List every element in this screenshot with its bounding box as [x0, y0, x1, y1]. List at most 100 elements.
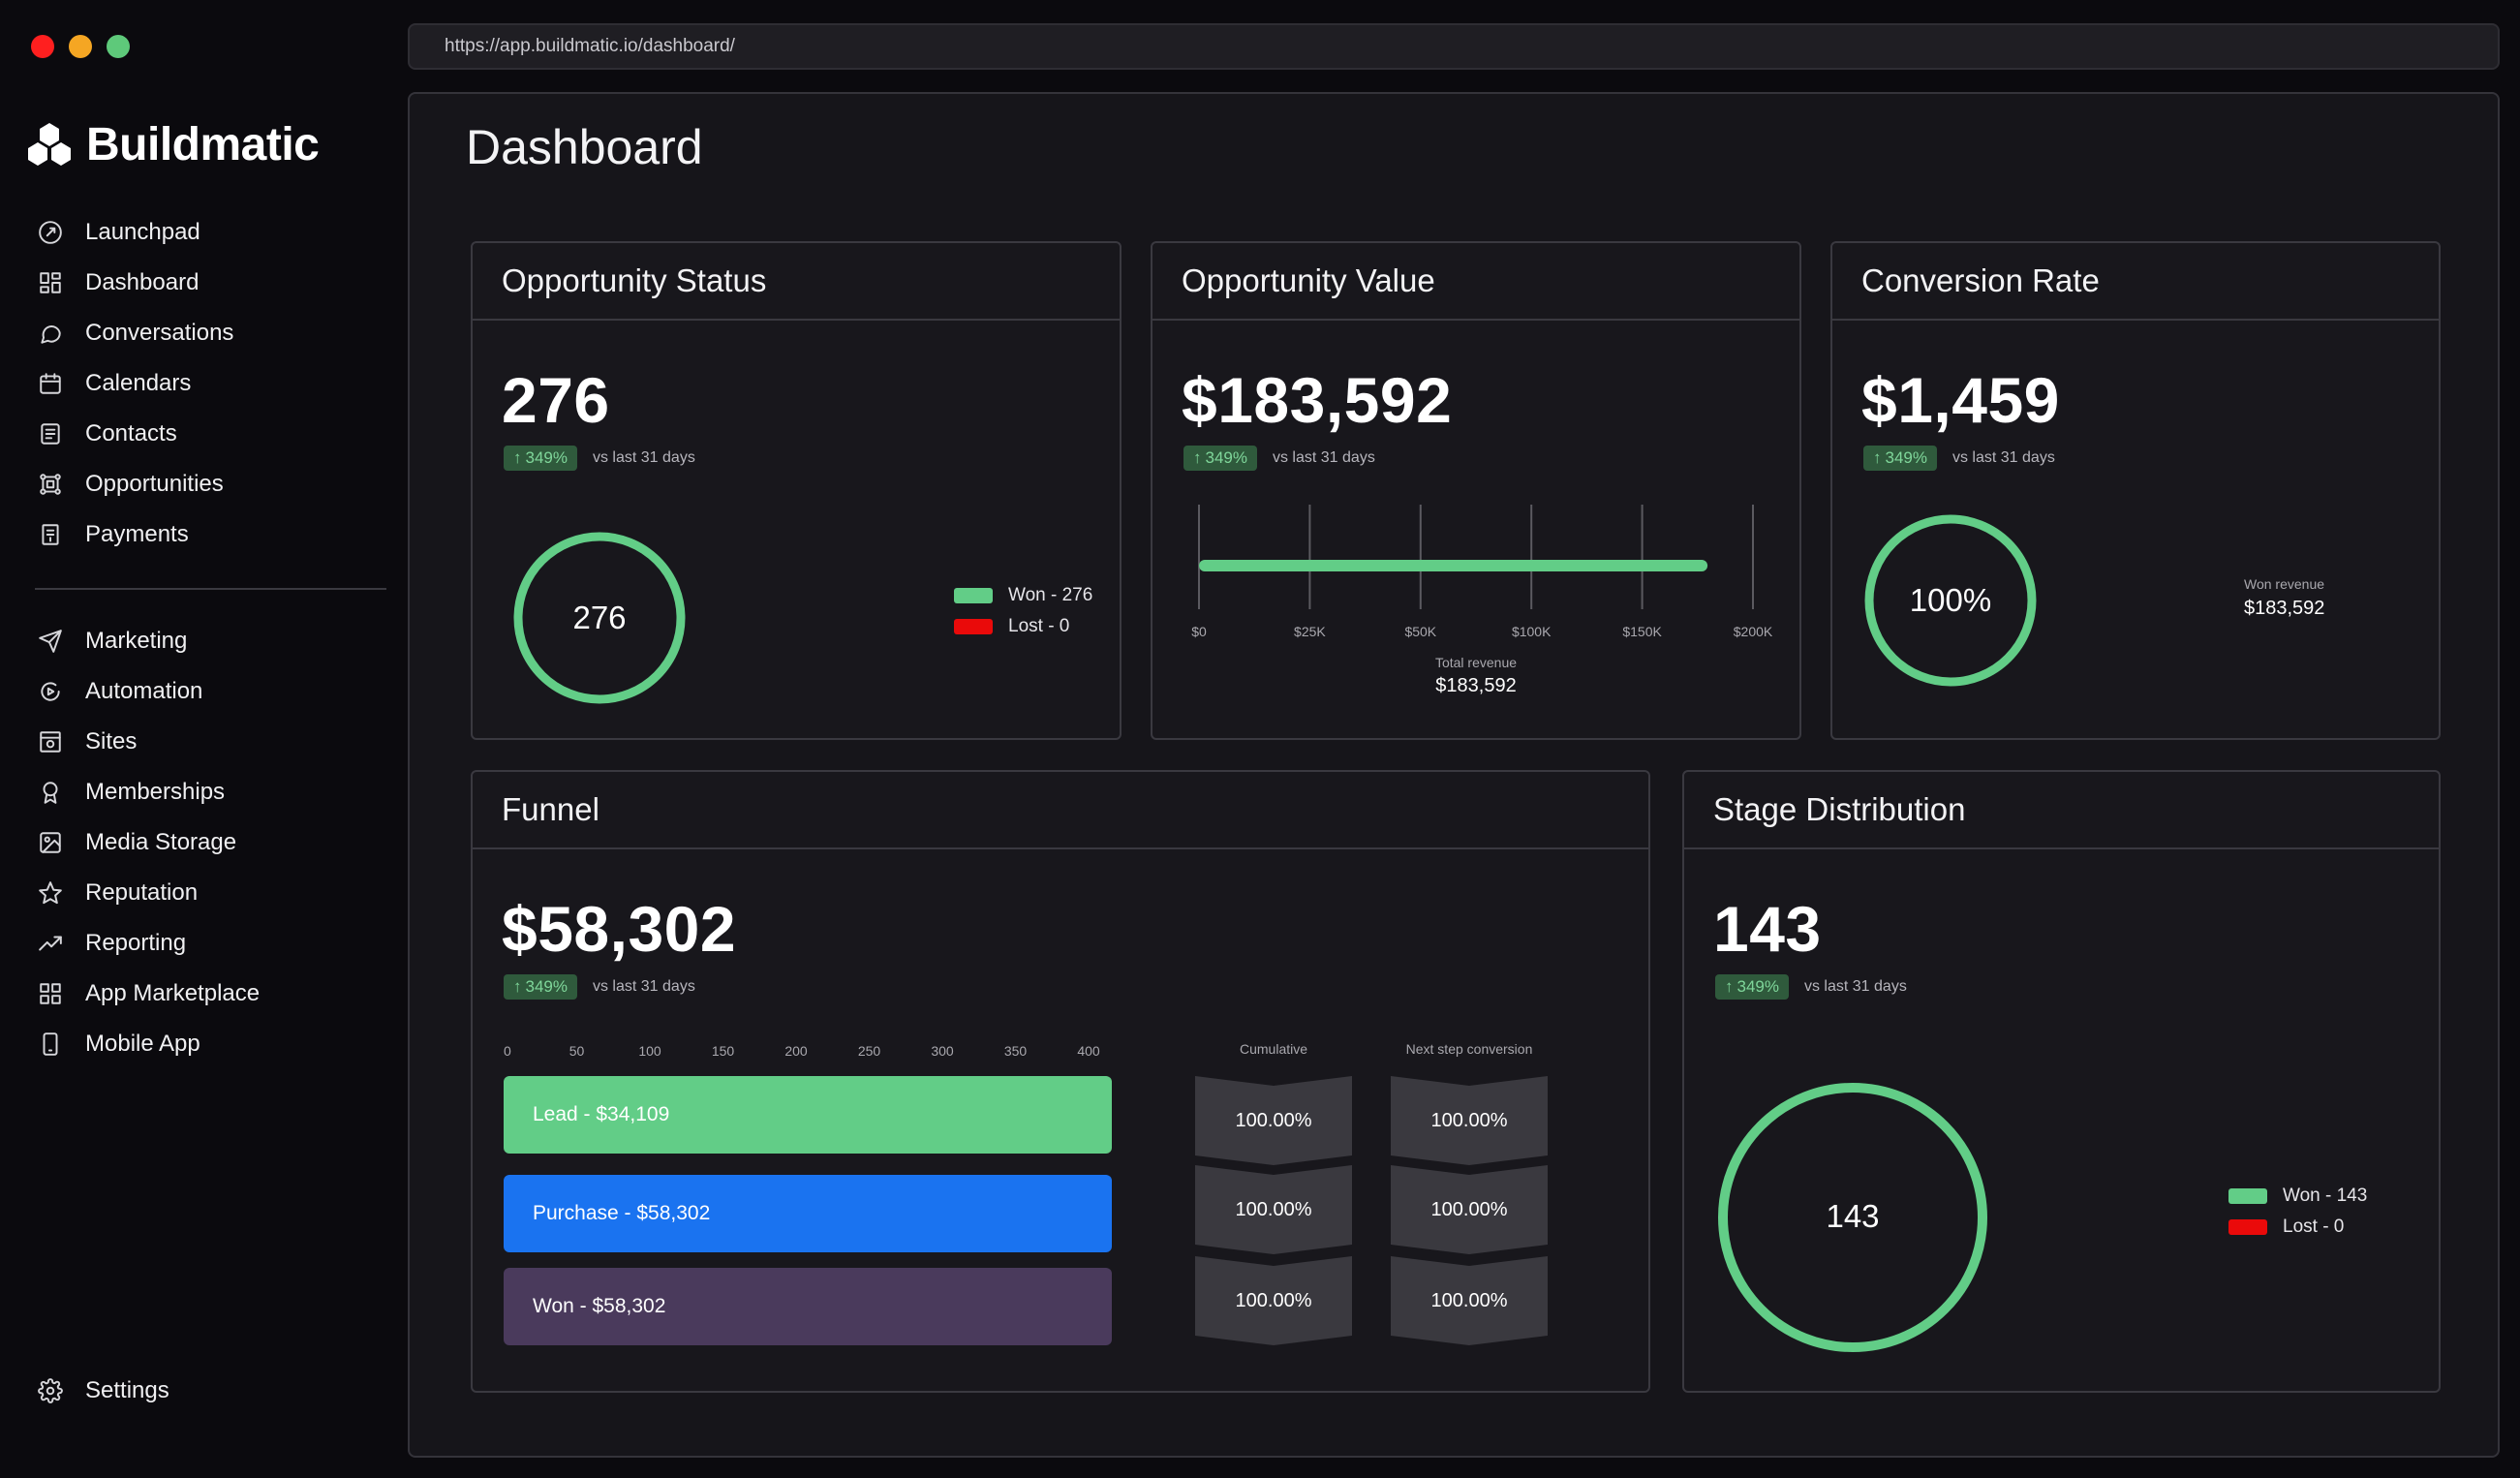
- sidebar-item-media-storage[interactable]: Media Storage: [35, 817, 393, 868]
- sidebar-item-label: Reputation: [85, 879, 199, 906]
- sidebar-item-automation[interactable]: Automation: [35, 666, 393, 717]
- sidebar-item-label: Opportunities: [85, 471, 224, 497]
- window-controls: [31, 35, 130, 58]
- delta-badge: ↑ 349%: [1715, 974, 1789, 1000]
- funnel-value: $58,302: [502, 893, 737, 965]
- sidebar-item-sites[interactable]: Sites: [35, 717, 393, 767]
- sidebar-divider: [35, 588, 386, 590]
- funnel-axis-tick: 50: [569, 1043, 585, 1059]
- funnel-axis-tick: 200: [784, 1043, 808, 1059]
- funnel-axis-tick: 300: [931, 1043, 954, 1059]
- funnel-card: Funnel $58,302 ↑ 349% vs last 31 days 0 50…: [471, 770, 1650, 1393]
- won-revenue-label: Won revenue: [2244, 576, 2325, 592]
- arrow-up-icon: ↑: [513, 448, 522, 467]
- sidebar-item-label: Mobile App: [85, 1031, 200, 1057]
- ring-won-arc: [513, 532, 686, 704]
- ring-center-value: 100%: [1909, 582, 1992, 618]
- legend-item-won: Won - 143: [2228, 1181, 2367, 1212]
- card-title: Funnel: [473, 772, 1648, 849]
- sidebar-item-app-marketplace[interactable]: App Marketplace: [35, 969, 393, 1019]
- maximize-window-button[interactable]: [107, 35, 130, 58]
- sidebar-item-launchpad[interactable]: Launchpad: [35, 207, 393, 258]
- brand-logo[interactable]: Buildmatic: [26, 118, 320, 171]
- cumulative-value: 100.00%: [1235, 1289, 1312, 1311]
- opportunity-status-value: 276: [502, 364, 610, 436]
- x-tick-label: $25K: [1294, 624, 1326, 639]
- delta-value: 349%: [525, 448, 568, 467]
- total-revenue-value: $183,592: [1435, 675, 1517, 696]
- calendar-icon: [37, 370, 64, 397]
- sidebar-item-mobile-app[interactable]: Mobile App: [35, 1019, 393, 1069]
- sidebar-item-opportunities[interactable]: Opportunities: [35, 459, 393, 509]
- ring-won-arc: [1718, 1083, 1987, 1352]
- sidebar-item-contacts[interactable]: Contacts: [35, 409, 393, 459]
- opportunities-nodes-icon: [37, 471, 64, 498]
- status-ring-chart: [513, 532, 686, 704]
- award-ribbon-icon: [37, 779, 64, 806]
- sidebar-item-memberships[interactable]: Memberships: [35, 767, 393, 817]
- funnel-stage-label: Won - $58,302: [533, 1295, 666, 1317]
- legend-item-lost: Lost - 0: [954, 611, 1092, 642]
- ring-center-value: 143: [1826, 1198, 1880, 1234]
- receipt-icon: [37, 521, 64, 548]
- delta-row: ↑ 349% vs last 31 days: [504, 446, 695, 471]
- address-bar[interactable]: https://app.buildmatic.io/dashboard/: [408, 23, 2500, 70]
- contacts-book-icon: [37, 420, 64, 447]
- sidebar-item-label: Sites: [85, 728, 138, 754]
- delta-subtitle: vs last 31 days: [592, 449, 695, 466]
- sidebar-footer: Settings: [35, 1366, 393, 1416]
- mobile-phone-icon: [37, 1031, 64, 1058]
- stage-legend: Won - 143 Lost - 0: [2228, 1181, 2367, 1243]
- sidebar-item-label: Settings: [85, 1377, 169, 1403]
- sidebar-item-label: Payments: [85, 521, 189, 547]
- arrow-up-icon: ↑: [513, 977, 522, 996]
- delta-subtitle: vs last 31 days: [1951, 449, 2055, 466]
- sidebar-item-calendars[interactable]: Calendars: [35, 358, 393, 409]
- sidebar-item-reporting[interactable]: Reporting: [35, 918, 393, 969]
- legend-swatch: [2228, 1219, 2267, 1235]
- legend-swatch: [954, 619, 993, 634]
- close-window-button[interactable]: [31, 35, 54, 58]
- funnel-stage-won[interactable]: Won - $58,302: [504, 1268, 1112, 1345]
- opportunity-value-card: Opportunity Value $183,592 ↑ 349% vs last…: [1151, 241, 1801, 740]
- sidebar-item-payments[interactable]: Payments: [35, 509, 393, 560]
- address-bar-url: https://app.buildmatic.io/dashboard/: [445, 36, 735, 56]
- next-step-cell: 100.00%: [1391, 1256, 1548, 1345]
- funnel-stage-purchase[interactable]: Purchase - $58,302: [504, 1175, 1112, 1252]
- trend-up-icon: [37, 930, 64, 957]
- sidebar-item-conversations[interactable]: Conversations: [35, 308, 393, 358]
- revenue-bar[interactable]: [1199, 560, 1708, 571]
- funnel-stage-label: Lead - $34,109: [533, 1103, 670, 1125]
- star-icon: [37, 879, 64, 907]
- sidebar-item-label: Calendars: [85, 370, 192, 396]
- sidebar-item-dashboard[interactable]: Dashboard: [35, 258, 393, 308]
- delta-badge: ↑ 349%: [1183, 446, 1257, 471]
- sidebar-item-reputation[interactable]: Reputation: [35, 868, 393, 918]
- delta-badge: ↑ 349%: [504, 446, 577, 471]
- sidebar-item-marketing[interactable]: Marketing: [35, 616, 393, 666]
- chat-bubble-icon: [37, 320, 64, 347]
- rocket-icon: [37, 219, 64, 246]
- next-step-value: 100.00%: [1430, 1198, 1508, 1220]
- stage-distribution-card: Stage Distribution 143 ↑ 349% vs last 31 …: [1682, 770, 2441, 1393]
- opportunity-status-card: Opportunity Status 276 ↑ 349% vs last 31 …: [471, 241, 1122, 740]
- sidebar-item-settings[interactable]: Settings: [35, 1366, 393, 1416]
- sidebar-item-label: Conversations: [85, 320, 234, 346]
- sidebar-item-label: Memberships: [85, 779, 226, 805]
- funnel-stage-lead[interactable]: Lead - $34,109: [504, 1076, 1112, 1154]
- automation-icon: [37, 678, 64, 705]
- cumulative-cell: 100.00%: [1195, 1165, 1352, 1254]
- arrow-up-icon: ↑: [1193, 448, 1202, 467]
- ring-center-value: 276: [572, 600, 627, 635]
- legend-item-lost: Lost - 0: [2228, 1212, 2367, 1243]
- legend-item-won: Won - 276: [954, 580, 1092, 611]
- ring-conversion-arc: [1864, 514, 2037, 687]
- conversion-rate-card: Conversion Rate $1,459 ↑ 349% vs last 31 …: [1830, 241, 2441, 740]
- minimize-window-button[interactable]: [69, 35, 92, 58]
- stage-ring-chart: [1718, 1083, 1987, 1352]
- delta-value: 349%: [525, 977, 568, 996]
- arrow-up-icon: ↑: [1725, 977, 1734, 996]
- won-revenue-value: $183,592: [2244, 598, 2325, 619]
- delta-value: 349%: [1885, 448, 1927, 467]
- delta-row: ↑ 349% vs last 31 days: [1183, 446, 1375, 471]
